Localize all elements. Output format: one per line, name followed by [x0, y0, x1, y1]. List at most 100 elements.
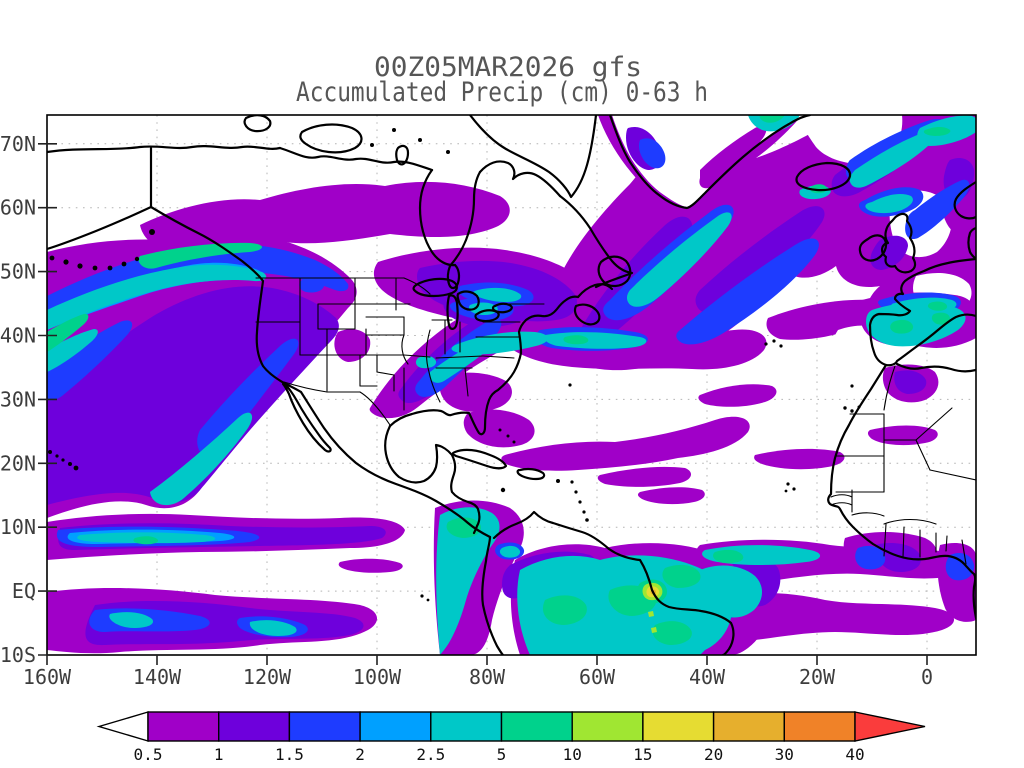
island: [370, 143, 374, 147]
political-border: [883, 518, 937, 525]
axis-ticks: [38, 143, 928, 665]
map-frame: [46, 114, 977, 656]
political-border: [464, 367, 469, 397]
precip-blob: [927, 301, 948, 311]
colorbar-label: 15: [633, 745, 652, 764]
precip-blob: [473, 287, 522, 302]
precip-blob: [699, 565, 763, 618]
colorbar-segment: [217, 711, 291, 742]
island: [786, 482, 790, 486]
island: [446, 150, 450, 154]
island: [49, 255, 55, 261]
lon-tick-label: 80W: [469, 665, 506, 689]
lat-tick-label: 50N: [0, 260, 36, 284]
precip-blob: [463, 409, 535, 448]
island: [63, 259, 69, 265]
colorbar-label: 1.5: [275, 745, 304, 764]
lon-tick-label: 40W: [689, 665, 726, 689]
coastline: [451, 448, 508, 470]
precip-blob: [894, 370, 927, 394]
precip-blob: [338, 558, 403, 573]
coastline: [827, 363, 976, 620]
colorbar-segment: [571, 711, 644, 742]
precip-blob: [638, 138, 666, 169]
political-border: [376, 371, 395, 376]
island: [121, 261, 127, 267]
lon-tick-label: 140W: [133, 665, 182, 689]
precip-blob: [597, 466, 692, 487]
political-border: [482, 355, 515, 359]
island: [568, 383, 572, 387]
coastline: [608, 115, 812, 210]
island: [582, 510, 586, 514]
coastline: [516, 467, 546, 481]
precip-blob: [708, 592, 955, 642]
precip-blob: [415, 355, 437, 369]
political-border: [435, 355, 484, 359]
colorbar-label: 2.5: [416, 745, 445, 764]
colorbar-label: 1: [214, 745, 224, 764]
precip-blob: [446, 517, 482, 538]
island: [512, 440, 516, 444]
precip-blob: [501, 416, 750, 471]
political-border: [945, 535, 948, 552]
island: [426, 598, 430, 602]
coastline: [446, 294, 459, 330]
precip-blob: [429, 337, 494, 383]
precip-blob: [47, 329, 98, 372]
island: [792, 487, 796, 491]
island: [506, 434, 510, 438]
precip-blob: [676, 238, 819, 345]
precip-blob: [855, 545, 886, 570]
colorbar: 0.5 1 1.5 2 2.5 5 10 15 20 30 40: [96, 711, 926, 764]
precip-blob: [47, 264, 267, 330]
longitude-axis: 160W 140W 120W 100W 80W 60W 40W 20W 0: [23, 665, 933, 689]
coastline: [558, 194, 634, 289]
political-border: [425, 329, 441, 403]
island: [149, 229, 155, 235]
precip-blob: [133, 536, 159, 545]
political-border: [915, 439, 931, 471]
lon-tick-label: 0: [921, 665, 933, 689]
political-border: [401, 334, 409, 365]
coastline: [868, 257, 976, 367]
island: [55, 454, 59, 458]
political-border: [961, 539, 967, 565]
island: [574, 490, 578, 494]
island: [77, 263, 83, 269]
coastline: [881, 212, 917, 274]
precip-blob: [334, 329, 371, 362]
coastline: [474, 309, 500, 323]
coastlines: [47, 115, 976, 655]
precip-blob: [47, 243, 349, 326]
coastline: [456, 290, 480, 311]
colorbar-label: 40: [845, 745, 864, 764]
island: [418, 138, 422, 142]
colorbar-segment: [359, 711, 432, 742]
map-title-line1: 00Z05MAR2026 gfs: [374, 52, 642, 83]
coastline: [481, 535, 505, 655]
map-title-line2: Accumulated Precip (cm) 0-63 h: [296, 77, 708, 108]
coastline: [448, 170, 482, 268]
political-border: [359, 391, 391, 426]
precip-layer: [47, 115, 951, 645]
colorbar-label: 2: [355, 745, 365, 764]
lat-tick-label: 40N: [0, 324, 36, 348]
island: [764, 342, 768, 346]
coastline: [299, 123, 363, 154]
lat-tick-label: 70N: [0, 132, 36, 156]
political-border: [403, 277, 431, 295]
political-border: [902, 526, 905, 558]
lon-tick-label: 60W: [579, 665, 616, 689]
precip-blob: [699, 125, 767, 189]
island: [68, 462, 72, 466]
lat-tick-label: 10N: [0, 515, 36, 539]
island: [857, 405, 861, 409]
coastline: [388, 295, 580, 436]
island: [420, 594, 424, 598]
precip-blob: [299, 277, 325, 293]
island: [73, 465, 79, 471]
island: [585, 518, 589, 522]
colorbar-label: 30: [775, 745, 794, 764]
